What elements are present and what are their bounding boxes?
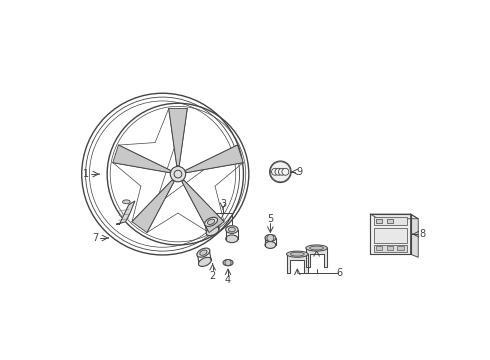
Text: 8: 8: [420, 229, 426, 239]
Text: 3: 3: [220, 199, 226, 209]
FancyBboxPatch shape: [387, 219, 393, 223]
Circle shape: [171, 166, 186, 182]
Ellipse shape: [265, 242, 276, 248]
Circle shape: [225, 260, 231, 266]
Polygon shape: [132, 180, 174, 233]
Polygon shape: [169, 108, 187, 166]
Ellipse shape: [207, 219, 215, 225]
Ellipse shape: [122, 200, 130, 204]
FancyBboxPatch shape: [376, 219, 382, 223]
Circle shape: [270, 161, 291, 183]
Ellipse shape: [310, 246, 323, 250]
FancyBboxPatch shape: [373, 217, 408, 225]
Text: 7: 7: [92, 233, 98, 243]
Ellipse shape: [287, 251, 308, 257]
Ellipse shape: [223, 260, 233, 266]
Circle shape: [271, 168, 278, 175]
Text: 2: 2: [210, 271, 216, 281]
Text: 4: 4: [225, 275, 231, 285]
Ellipse shape: [226, 226, 238, 233]
Text: 6: 6: [337, 267, 343, 278]
Text: 5: 5: [267, 214, 273, 224]
Ellipse shape: [228, 227, 235, 232]
FancyBboxPatch shape: [373, 228, 408, 243]
Polygon shape: [411, 214, 418, 257]
Ellipse shape: [291, 252, 304, 256]
Circle shape: [278, 168, 285, 175]
Circle shape: [282, 168, 289, 175]
Circle shape: [267, 235, 274, 242]
Polygon shape: [287, 254, 308, 273]
Circle shape: [275, 168, 282, 175]
Text: 9: 9: [296, 167, 303, 177]
Polygon shape: [182, 180, 224, 233]
Ellipse shape: [197, 248, 210, 257]
FancyBboxPatch shape: [397, 247, 404, 250]
Polygon shape: [186, 145, 243, 173]
Ellipse shape: [226, 235, 238, 243]
FancyBboxPatch shape: [373, 245, 408, 252]
FancyBboxPatch shape: [376, 247, 382, 250]
Ellipse shape: [306, 245, 327, 251]
Polygon shape: [113, 145, 171, 173]
Ellipse shape: [265, 235, 276, 242]
Polygon shape: [370, 214, 418, 219]
Ellipse shape: [198, 257, 211, 266]
Polygon shape: [117, 201, 135, 224]
Ellipse shape: [200, 250, 207, 255]
Polygon shape: [306, 248, 327, 266]
Polygon shape: [370, 214, 411, 254]
Ellipse shape: [206, 226, 219, 236]
Text: 1: 1: [82, 169, 89, 179]
Ellipse shape: [205, 217, 218, 226]
FancyBboxPatch shape: [387, 247, 393, 250]
